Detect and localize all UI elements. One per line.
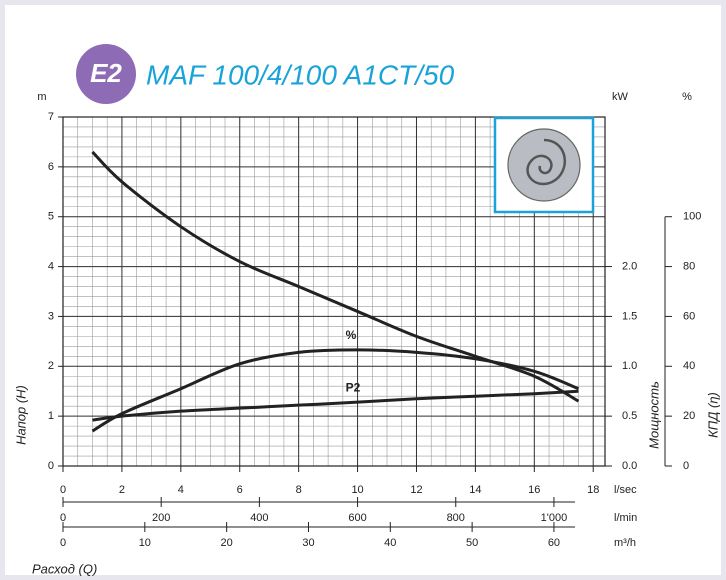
x2-tick-label: 1'000 (541, 512, 568, 524)
y3-tick-label: 80 (683, 260, 695, 272)
x-unit: l/sec (614, 484, 637, 496)
x3-unit: m³/h (614, 537, 636, 549)
y2-tick-label: 0.5 (622, 410, 637, 422)
y-tick-label: 4 (48, 260, 54, 272)
x-tick-label: 6 (237, 484, 243, 496)
curve (91, 348, 580, 433)
badge-circle (76, 44, 136, 104)
y3-tick-label: 0 (683, 460, 689, 472)
x3-tick-label: 30 (302, 537, 314, 549)
y-tick-label: 1 (48, 410, 54, 422)
y-tick-label: 0 (48, 460, 54, 472)
curve-label: % (346, 328, 357, 342)
x3-tick-label: 10 (139, 537, 151, 549)
x-tick-label: 14 (469, 484, 481, 496)
x2-unit: l/min (614, 512, 637, 524)
y2-label: Мощность (646, 381, 661, 449)
curve-label: P2 (346, 380, 361, 394)
y-tick-label: 5 (48, 211, 54, 223)
x3-tick-label: 50 (466, 537, 478, 549)
pump-icon (493, 116, 595, 214)
y3-label: КПД (η) (705, 392, 720, 438)
x2-tick-label: 600 (348, 512, 366, 524)
x2-tick-label: 0 (60, 512, 66, 524)
y3-tick-label: 100 (683, 211, 701, 223)
x3-tick-label: 20 (221, 537, 233, 549)
y-tick-label: 6 (48, 161, 54, 173)
x3-tick-label: 40 (384, 537, 396, 549)
x-tick-label: 4 (178, 484, 184, 496)
x-label: Расход (Q) (32, 561, 97, 576)
y2-tick-label: 1.0 (622, 360, 637, 372)
x-tick-label: 8 (296, 484, 302, 496)
x-tick-label: 18 (587, 484, 599, 496)
y-tick-label: 2 (48, 360, 54, 372)
x-tick-label: 16 (528, 484, 540, 496)
x-tick-label: 2 (119, 484, 125, 496)
x2-tick-label: 200 (152, 512, 170, 524)
x3-tick-label: 60 (548, 537, 560, 549)
y2-tick-label: 2.0 (622, 260, 637, 272)
chart-title: MAF 100/4/100 A1CT/50 (146, 59, 455, 90)
y3-tick-label: 60 (683, 310, 695, 322)
y3-unit: % (682, 91, 692, 103)
x2-tick-label: 800 (447, 512, 465, 524)
y3-tick-label: 40 (683, 360, 695, 372)
y-tick-label: 3 (48, 310, 54, 322)
curve (92, 389, 579, 422)
x-tick-label: 10 (351, 484, 363, 496)
y-label: Напор (H) (13, 385, 28, 445)
y2-tick-label: 0.0 (622, 460, 637, 472)
x3-tick-label: 0 (60, 537, 66, 549)
y2-unit: kW (612, 91, 629, 103)
x-tick-label: 12 (410, 484, 422, 496)
x-tick-label: 0 (60, 484, 66, 496)
badge: E2 (90, 58, 122, 88)
y-unit: m (37, 91, 46, 103)
y3-tick-label: 20 (683, 410, 695, 422)
x2-tick-label: 400 (250, 512, 268, 524)
panel (5, 5, 721, 575)
y-tick-label: 7 (48, 111, 54, 123)
y2-tick-label: 1.5 (622, 310, 637, 322)
